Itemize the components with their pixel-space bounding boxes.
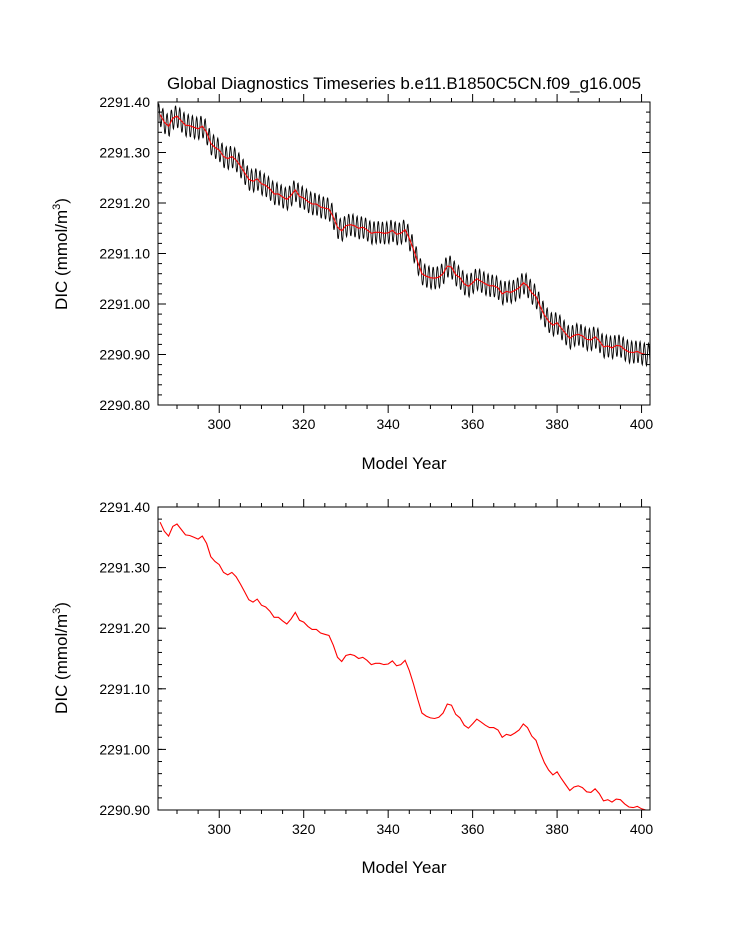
annual-series-line: [159, 521, 650, 811]
y-tick-label: 2291.10: [99, 246, 150, 262]
bottom-plot-frame: [157, 506, 651, 811]
bottom-ticks: [158, 499, 650, 818]
bottom-x-tick-labels: 300 320 340 360 380 400: [208, 821, 654, 837]
bottom-panel: 2290.90 2291.00 2291.10 2291.20 2291.30 2291.…: [51, 499, 653, 877]
y-tick-label: 2291.30: [99, 145, 150, 161]
top-panel: 2290.80 2290.90 2291.00 2291.10 2291.20 2291.…: [51, 94, 653, 473]
top-y-axis-title: DIC (mmol/m3): [51, 198, 71, 310]
y-tick-label: 2291.20: [99, 195, 150, 211]
x-tick-label: 300: [208, 416, 232, 432]
annual-series-line: [159, 114, 650, 356]
y-tick-label: 2291.00: [99, 741, 150, 757]
x-tick-label: 380: [545, 821, 569, 837]
x-tick-label: 340: [376, 821, 400, 837]
top-monthly-series: [157, 103, 651, 368]
y-tick-label: 2290.80: [99, 397, 150, 413]
bottom-annual-series: [159, 521, 650, 811]
y-tick-label: 2290.90: [99, 802, 150, 818]
y-tick-label: 2291.20: [99, 620, 150, 636]
monthly-series-line: [157, 103, 651, 368]
y-tick-label: 2291.40: [99, 94, 150, 110]
x-tick-label: 340: [376, 416, 400, 432]
x-tick-label: 360: [461, 821, 485, 837]
top-plot-frame: [157, 101, 651, 406]
y-tick-label: 2291.10: [99, 681, 150, 697]
x-tick-label: 320: [292, 821, 316, 837]
x-tick-label: 360: [461, 416, 485, 432]
chart-title: Global Diagnostics Timeseries b.e11.B185…: [167, 74, 641, 93]
x-tick-label: 380: [545, 416, 569, 432]
x-tick-label: 400: [630, 416, 654, 432]
top-x-tick-labels: 300 320 340 360 380 400: [208, 416, 654, 432]
y-tick-label: 2291.40: [99, 499, 150, 515]
y-tick-label: 2291.00: [99, 296, 150, 312]
top-y-tick-labels: 2290.80 2290.90 2291.00 2291.10 2291.20 2291.…: [99, 94, 150, 413]
top-annual-series: [159, 114, 650, 356]
x-tick-label: 320: [292, 416, 316, 432]
y-tick-label: 2291.30: [99, 560, 150, 576]
bottom-y-axis-title: DIC (mmol/m3): [51, 602, 71, 714]
x-tick-label: 300: [208, 821, 232, 837]
top-ticks: [158, 94, 650, 413]
x-tick-label: 400: [630, 821, 654, 837]
top-x-axis-title: Model Year: [361, 454, 446, 473]
y-tick-label: 2290.90: [99, 347, 150, 363]
bottom-x-axis-title: Model Year: [361, 858, 446, 877]
bottom-y-tick-labels: 2290.90 2291.00 2291.10 2291.20 2291.30 2291.…: [99, 499, 150, 818]
